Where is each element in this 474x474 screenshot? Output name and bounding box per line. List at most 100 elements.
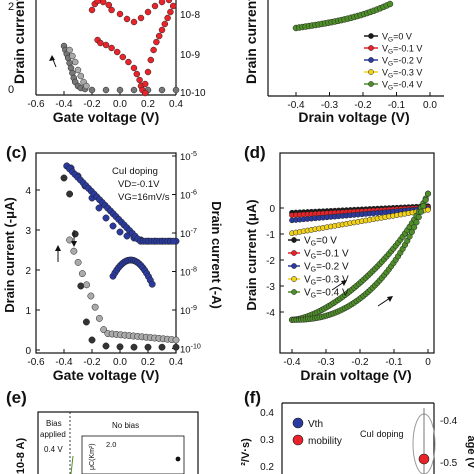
panel-e-voltage: 0.4 V	[44, 445, 63, 454]
top-left-black-point-12	[88, 86, 96, 94]
panel-c-note-2: VD=-0.1V	[118, 179, 160, 190]
top-left-red-point-6	[116, 10, 124, 18]
top-right-green-point-29	[386, 0, 394, 8]
top-left-arrow-head	[49, 55, 55, 61]
panel-d-legend: VG=0 VVG=-0.1 VVG=-0.2 VVG=-0.3 VVG=-0.4…	[288, 236, 349, 300]
top-left-red-point-28	[144, 68, 152, 76]
panel-c-black-point-2	[71, 230, 79, 238]
panel-d-legend-label-3: VG=-0.3 V	[304, 275, 349, 287]
top-left-red-point-30	[150, 46, 157, 54]
top-left-black2-point-1	[69, 52, 76, 60]
panel-f-legend-vth-marker	[292, 417, 304, 429]
top-left-black-point-17	[158, 86, 166, 94]
panel-d-legend-label-4: VG=-0.4 V	[304, 288, 349, 300]
panel-c-black-series	[60, 174, 180, 351]
top-left-red-point-0	[88, 6, 96, 14]
top-left-xlabel: Gate voltage (V)	[53, 109, 160, 125]
panel-e: (e) Bias applied No bias 0.4 V 10-8 A) 2…	[6, 388, 199, 474]
top-right-xticks: -0.4 -0.3 -0.2 -0.1 0.0	[287, 92, 437, 111]
panel-d-arrow-2-head	[387, 296, 393, 302]
panel-d-ytick-label-4: -4	[266, 308, 275, 319]
top-left-yright-tick-2: 10-9	[180, 50, 200, 61]
panel-c-black-point-10	[158, 343, 166, 351]
panel-f-ylabel: ²/V·s)	[240, 438, 252, 466]
panel-c-black-log-point-2	[74, 258, 82, 266]
panel-c-yright-label-3: 10-8	[180, 266, 197, 279]
top-left-red-point-9	[137, 14, 145, 22]
top-left-red-point-2	[94, 0, 101, 5]
top-right-legend-marker-0	[368, 33, 374, 39]
panel-c-black-point-6	[102, 342, 110, 350]
panel-f-yright-1: -0.4	[440, 416, 458, 427]
top-right-legend-label-4: VG=-0.4 V	[382, 80, 422, 92]
top-right-xtick-tick-label-4: 0.0	[423, 100, 437, 111]
panel-c-xtick-tick-label-0: -0.6	[27, 357, 45, 368]
panel-d-xlabel: Drain voltage (V)	[300, 367, 411, 383]
panel-e-inset-point	[175, 456, 181, 462]
panel-e-green-trace	[70, 455, 74, 474]
top-left-black2-point-4	[77, 72, 85, 80]
panel-c-arrow-down-head	[71, 241, 77, 247]
top-right-xtick-tick-label-2: -0.2	[354, 100, 372, 111]
top-left-black2-point-6	[83, 82, 90, 90]
panel-c-black-log-point-4	[83, 281, 91, 289]
panel-d-legend-label-0: VG=0 V	[304, 236, 337, 248]
panel-c: (c) Drain current (-μA) Drain current (-…	[2, 143, 224, 383]
top-right-legend-marker-1	[368, 45, 374, 51]
top-left-xtick-tick-label-4: 0.2	[141, 99, 155, 110]
top-left-xticks: -0.6 -0.4 -0.2 0.0 0.2 0.4	[27, 91, 183, 110]
panel-f-ylabel-right: age (V	[465, 435, 474, 469]
panel-c-blue-series	[63, 162, 180, 245]
panel-c-black-log-point-5	[87, 292, 95, 300]
panel-d-xtick-tick-label-2: -0.2	[351, 357, 369, 368]
panel-c-yleft-label-0: 4	[25, 186, 31, 197]
panel-e-inset-tick: 2.0	[106, 440, 116, 449]
panel-e-frame	[37, 411, 199, 474]
panel-d-legend-marker-4	[291, 289, 297, 295]
panel-f-ytick-2: 0.3	[260, 435, 274, 446]
top-left-red-point-11	[151, 2, 159, 10]
panel-c-black-point-1	[66, 190, 74, 198]
top-left-black-point-15	[130, 86, 138, 94]
top-left-red-point-37	[169, 2, 177, 10]
top-left-red-point-10	[144, 8, 152, 16]
panel-d-arrow-1	[331, 281, 345, 291]
panel-e-inset	[81, 435, 185, 474]
top-left-red-point-18	[113, 48, 121, 56]
panel-d-green-lower-point-54	[413, 219, 420, 226]
panel-d-xticks: -0.4 -0.3 -0.2 -0.1 0	[283, 349, 431, 368]
top-left-xtick-tick-label-5: 0.4	[169, 99, 183, 110]
panel-d-arrow-2	[377, 297, 391, 307]
panel-f: (f) 0.4 0.3 0.2 ²/V·s) -0.4 -0.5 age (V …	[240, 388, 474, 474]
panel-e-ylabel: 10-8 A)	[15, 438, 27, 474]
top-right-legend-label-2: VG=-0.2 V	[382, 56, 422, 68]
top-left-red-series	[88, 0, 177, 97]
panel-e-letter: (e)	[6, 388, 27, 407]
panel-c-blue-point-5	[95, 204, 103, 212]
panel-c-black-point-7	[116, 343, 124, 351]
panel-f-yright-2: -0.5	[440, 458, 458, 469]
panel-e-inset-label: μC(Km²)	[89, 443, 96, 470]
top-left-red-point-5	[108, 6, 115, 14]
top-left-yright-tick-1: 10-8	[180, 10, 200, 21]
panel-d-ytick-label-3: -3	[266, 282, 275, 293]
panel-f-ytick-1: 0.4	[260, 408, 274, 419]
panel-c-black-log-point-6	[91, 303, 99, 311]
panel-c-note-3: VG=16mV/s	[118, 192, 170, 203]
panel-c-xtick-tick-label-2: -0.2	[83, 357, 101, 368]
top-left-ytick-0: 0	[8, 84, 14, 96]
top-left-red-point-26	[141, 89, 149, 97]
panel-d-series	[288, 190, 432, 323]
panel-c-blue-log-series	[109, 256, 156, 288]
panel-d-legend-marker-2	[291, 263, 297, 269]
panel-d-yticks: 0 -1 -2 -3 -4	[266, 204, 284, 319]
top-left-red-point-32	[155, 32, 163, 40]
panel-f-annotation: CuI doping	[360, 429, 404, 439]
top-right-xtick-tick-label-3: -0.1	[388, 100, 406, 111]
panel-f-legend-mobility: mobility	[308, 436, 342, 447]
panel-c-black-log-point-3	[78, 270, 86, 278]
panel-d-green-lower-point-55	[415, 214, 422, 221]
top-left-black2-point-2	[71, 58, 79, 66]
top-left-red-point-35	[164, 14, 171, 22]
panel-d-legend-marker-1	[291, 250, 297, 256]
